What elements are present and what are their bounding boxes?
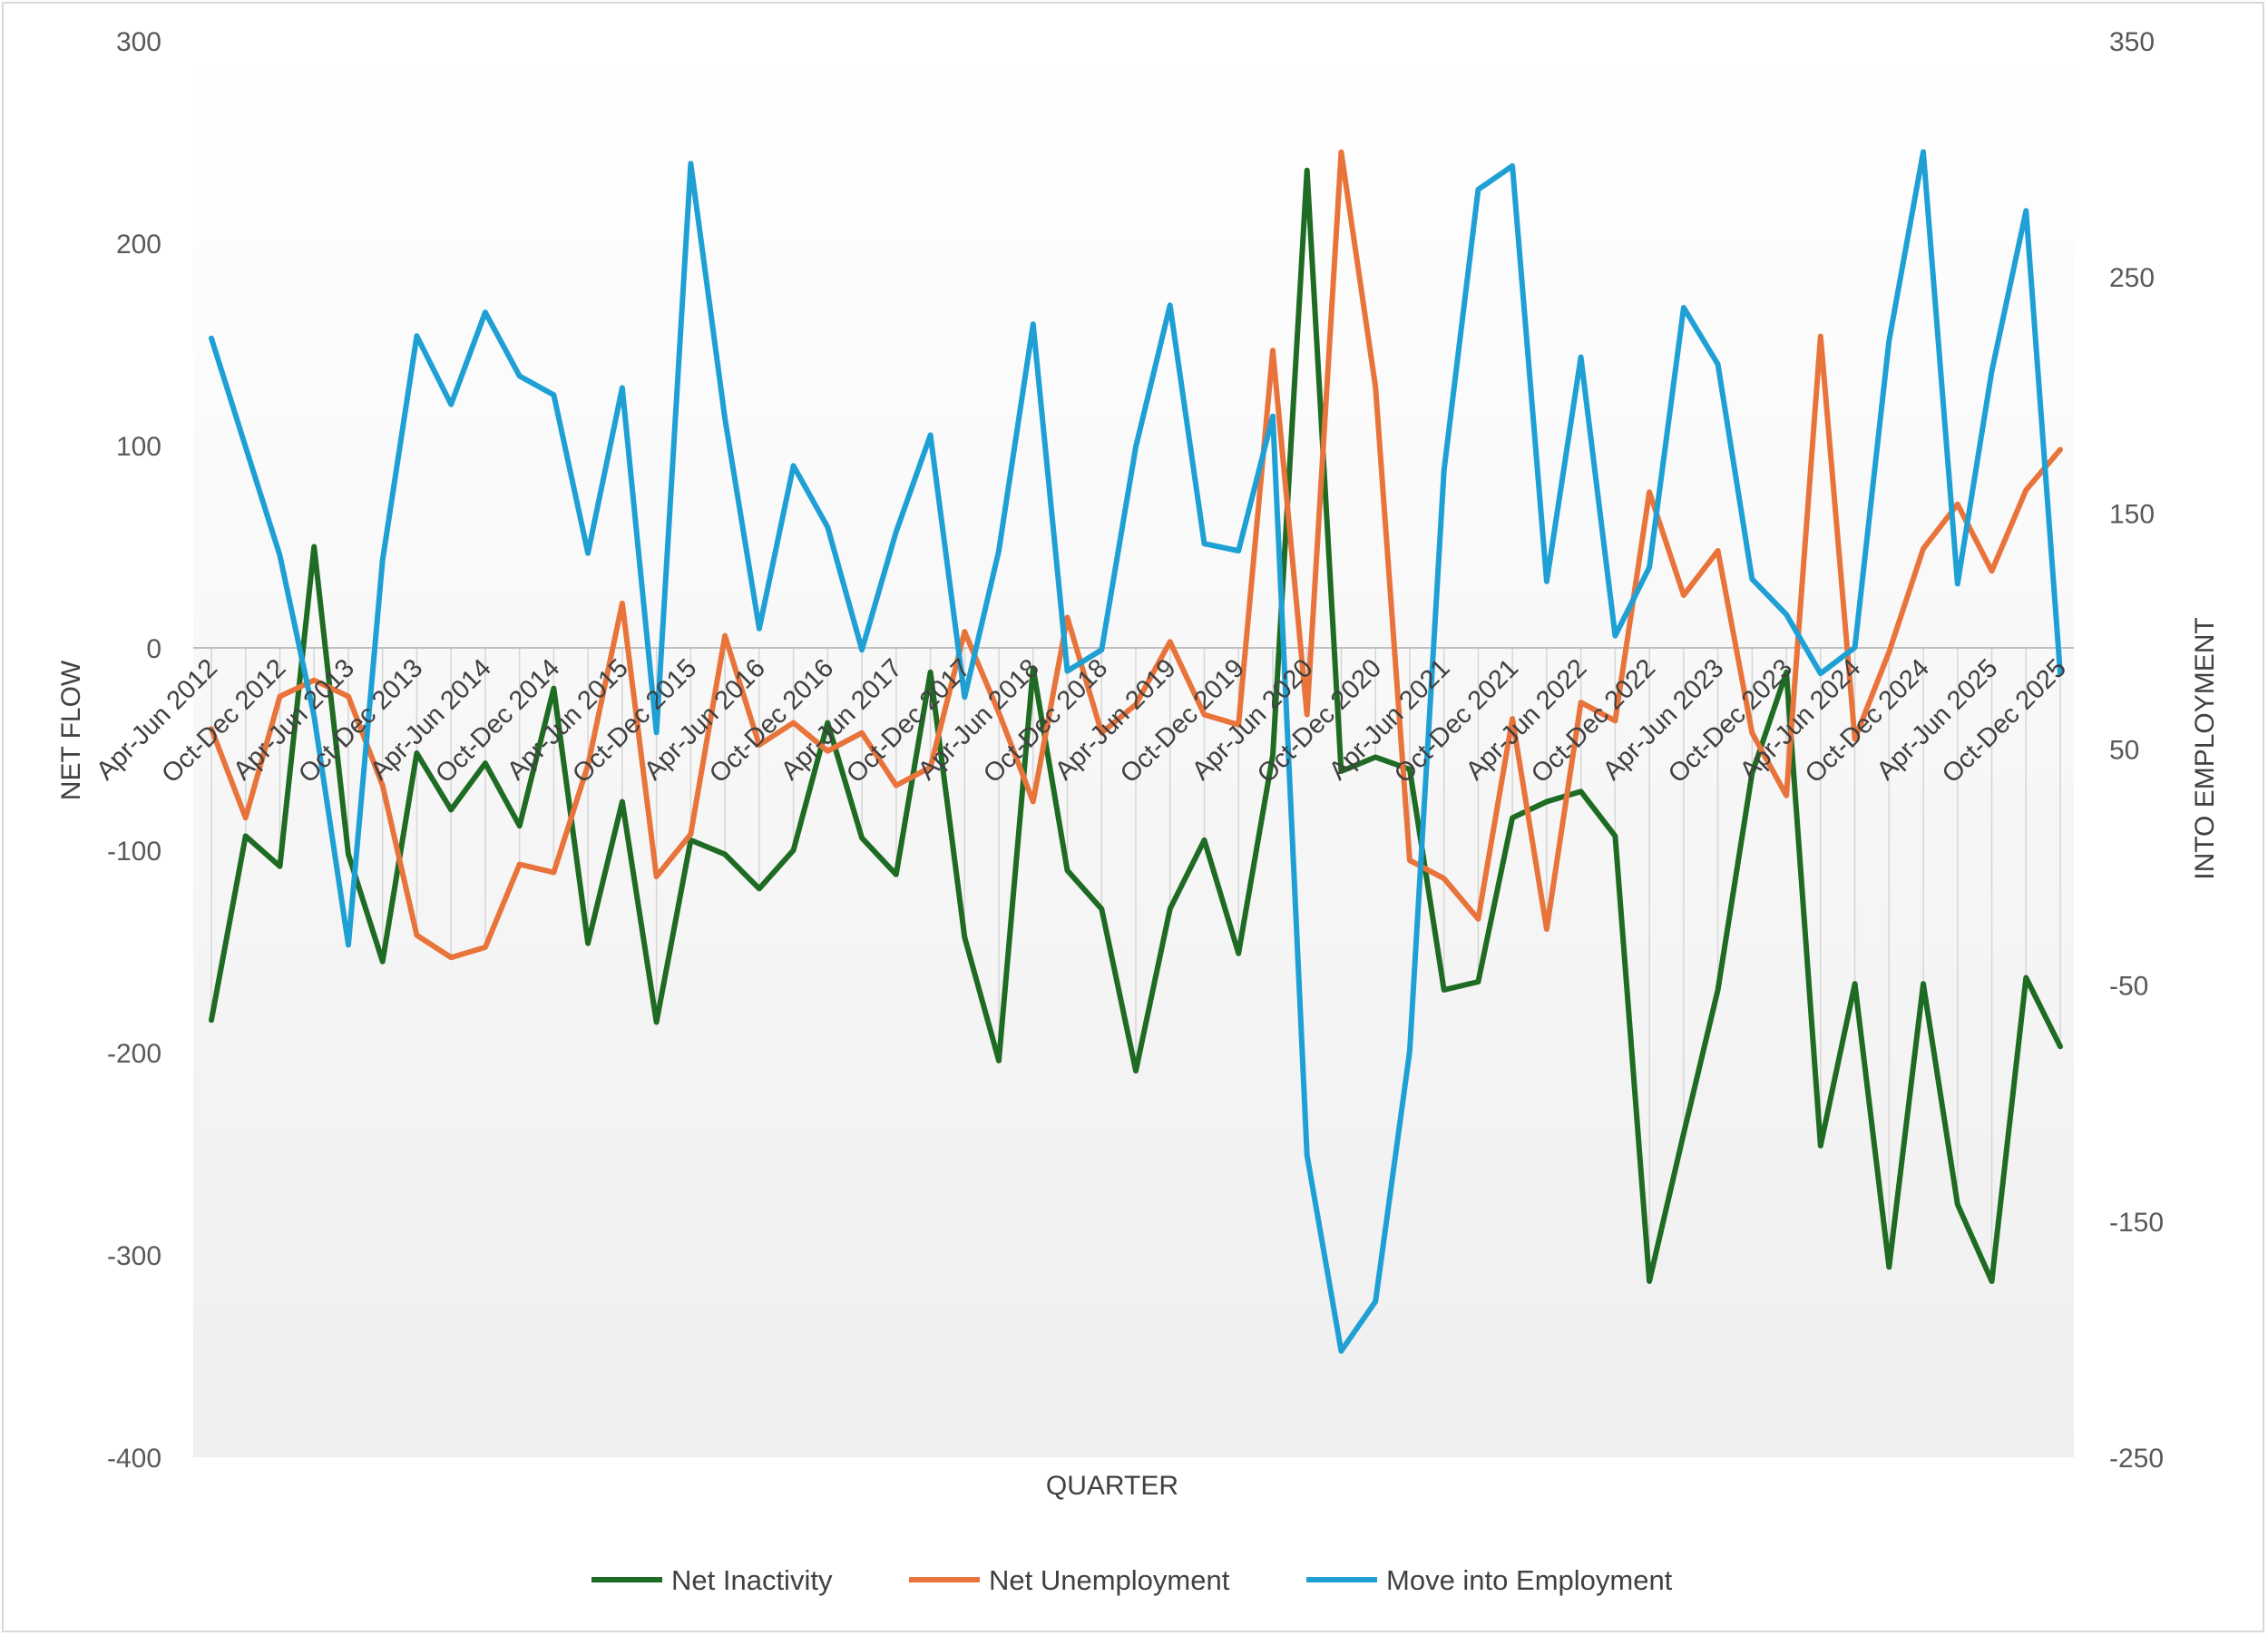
y-tick-label: -100 [107,837,161,867]
series-line-net-unemployment [209,149,2063,961]
y2-tick-label: 350 [2109,27,2155,57]
legend: Net Inactivity Net Unemployment Move int… [591,1564,1673,1596]
legend-label-net-unemployment: Net Unemployment [989,1564,1230,1596]
series-lines [209,149,2063,1354]
series-line-net-inactivity [209,167,2063,1284]
legend-item-net-inactivity: Net Inactivity [591,1564,833,1596]
y-tick-label: 200 [116,230,161,260]
y-tick-label: 300 [116,27,161,57]
y-tick-label: -300 [107,1241,161,1271]
drop-lines [210,648,2061,1281]
y-tick-label: -200 [107,1039,161,1069]
series-line-move-into-employment [209,149,2063,1354]
x-axis-title: QUARTER [1046,1471,1178,1501]
legend-label-move-into-employment: Move into Employment [1386,1564,1673,1596]
y2-tick-label: -150 [2109,1208,2164,1238]
y-tick-label: 0 [146,634,161,664]
y-tick-label: -400 [107,1444,161,1474]
left-axis-ticks: 300 200 100 0 -100 -200 -300 -400 [107,27,161,1474]
y2-tick-label: -250 [2109,1444,2164,1474]
y-tick-label: 100 [116,432,161,462]
y2-tick-label: 50 [2109,736,2139,766]
y2-tick-label: -50 [2109,972,2148,1002]
y2-tick-label: 250 [2109,263,2155,293]
legend-label-net-inactivity: Net Inactivity [671,1564,833,1596]
y2-axis-title: INTO EMPLOYMENT [2190,617,2220,879]
legend-item-move-into-employment: Move into Employment [1306,1564,1673,1596]
legend-item-net-unemployment: Net Unemployment [909,1564,1230,1596]
y-axis-title: NET FLOW [56,660,86,800]
right-axis-ticks: 350 250 150 50 -50 -150 -250 [2109,27,2164,1474]
y2-tick-label: 150 [2109,499,2155,529]
